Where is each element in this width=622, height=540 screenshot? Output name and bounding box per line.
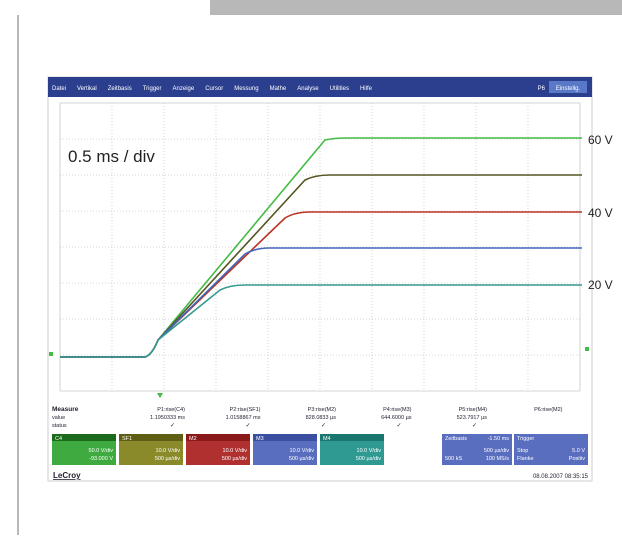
timestamp: 08.08.2007 08:35:15: [533, 474, 589, 480]
channel-name: M3: [256, 436, 264, 442]
timebase-annotation: 0.5 ms / div: [68, 147, 155, 166]
measure-value: 1.0158867 ms: [226, 415, 261, 421]
menu-item: Einstellg.: [556, 86, 581, 92]
trigger-slope: Positiv: [569, 456, 585, 462]
left-rule: [17, 15, 19, 535]
channel-scale: 10.0 V/div: [223, 448, 248, 454]
menu-item: Datei: [52, 86, 66, 92]
channel-name: C4: [55, 436, 62, 442]
timebase-title: Zeitbasis: [445, 436, 467, 442]
measure-status: ✓: [321, 423, 326, 429]
channel-scale: 10.0 V/div: [357, 448, 382, 454]
channel-name: M4: [323, 436, 331, 442]
menu-item: Anzeige: [173, 86, 195, 92]
measure-name: P1:rise(C4): [157, 407, 185, 413]
brand: LeCroy: [53, 471, 81, 480]
menu-item: P6: [538, 86, 546, 92]
measure-status: ✓: [245, 423, 250, 429]
timebase-offset: -1.50 ms: [488, 436, 510, 442]
channel-scale: 10.0 V/div: [290, 448, 315, 454]
measure-status: ✓: [396, 423, 401, 429]
channel-scale: 10.0 V/div: [156, 448, 181, 454]
timebase-scale: 500 µs/div: [484, 448, 509, 454]
measure-status: ✓: [170, 423, 175, 429]
trigger-mode: Stop: [517, 448, 528, 454]
measure-value: 1.1950333 ms: [150, 415, 185, 421]
trigger-type: Flanke: [517, 456, 534, 462]
menu-item: Messung: [234, 86, 258, 92]
menu-item: Trigger: [143, 86, 162, 92]
menu-item: Vertikal: [77, 86, 97, 92]
timebase-rate: 100 MS/s: [486, 456, 509, 462]
channel-name: M2: [189, 436, 197, 442]
measure-status: ✓: [472, 423, 477, 429]
measure-row-label: status: [52, 423, 67, 429]
measure-name: P5:rise(M4): [459, 407, 488, 413]
timebase-samples: 500 kS: [445, 456, 462, 462]
ground-marker: [49, 352, 53, 356]
measure-name: P4:rise(M3): [383, 407, 412, 413]
page: 0.5 ms / div 60 V 40 V 20 V LeCroy 08.08…: [0, 0, 622, 535]
channel-offset: 500 µs/div: [155, 456, 180, 462]
top-bar: [210, 0, 622, 15]
menu-item: Cursor: [205, 86, 223, 92]
channel-offset: 500 µs/div: [356, 456, 381, 462]
trigger-level: 5.0 V: [572, 448, 585, 454]
measure-value: 644.6000 µs: [381, 415, 412, 421]
measure-value: 828.0833 µs: [306, 415, 337, 421]
menu-item: Mathe: [270, 86, 287, 92]
channel-offset: -93.000 V: [89, 456, 113, 462]
trigger-level-marker: [585, 347, 589, 351]
channel-scale: 50.0 V/div: [89, 448, 114, 454]
level-label: 40 V: [588, 206, 613, 220]
menu-item: Analyse: [297, 86, 319, 92]
level-label: 60 V: [588, 133, 613, 147]
channel-offset: 500 µs/div: [289, 456, 314, 462]
screenshot: 0.5 ms / div 60 V 40 V 20 V LeCroy 08.08…: [0, 0, 622, 535]
menu-item: Zeitbasis: [108, 86, 132, 92]
trigger-title: Trigger: [517, 436, 534, 442]
measure-value: 523.7917 µs: [457, 415, 488, 421]
channel-offset: 500 µs/div: [222, 456, 247, 462]
channel-name: SF1: [122, 436, 132, 442]
measure-name: P2:rise(SF1): [230, 407, 261, 413]
menu-item: Hilfe: [360, 86, 373, 92]
menu-item: Utilities: [330, 86, 349, 92]
measure-row-label: Measure: [52, 406, 79, 413]
measure-row-label: value: [52, 415, 65, 421]
measure-name: P3:rise(M2): [308, 407, 337, 413]
measure-name: P6:rise(M2): [534, 407, 563, 413]
level-label: 20 V: [588, 278, 613, 292]
